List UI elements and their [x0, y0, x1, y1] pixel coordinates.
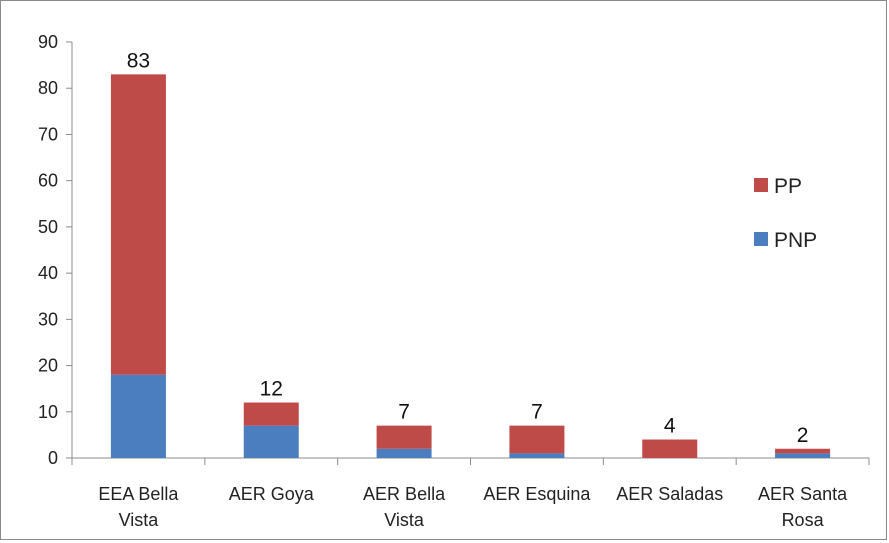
- bar-segment-pp: [376, 425, 432, 449]
- legend-swatch-pnp: [754, 232, 768, 246]
- x-category-label: Vista: [384, 510, 425, 530]
- x-category-label: Rosa: [782, 510, 825, 530]
- y-tick-label: 30: [38, 309, 58, 329]
- bar-segment-pnp: [243, 425, 299, 458]
- legend-swatch-pp: [754, 178, 768, 192]
- x-category-label: AER Goya: [229, 484, 315, 504]
- bar-segment-pnp: [376, 448, 432, 458]
- x-category-label: AER Esquina: [483, 484, 591, 504]
- y-tick-label: 70: [38, 124, 58, 144]
- bar-segment-pp: [642, 439, 698, 458]
- y-tick-label: 20: [38, 356, 58, 376]
- bar-segment-pnp: [509, 453, 565, 458]
- total-data-label: 2: [797, 424, 809, 447]
- x-category-label: AER Santa: [758, 484, 848, 504]
- x-category-label: EEA Bella: [98, 484, 179, 504]
- x-category-label: AER Saladas: [616, 484, 723, 504]
- y-tick-label: 50: [38, 217, 58, 237]
- total-data-label: 83: [127, 49, 150, 72]
- total-data-label: 7: [398, 401, 410, 424]
- y-tick-label: 40: [38, 263, 58, 283]
- legend-label-pnp: PNP: [774, 229, 817, 252]
- y-tick-label: 10: [38, 402, 58, 422]
- legend-label-pp: PP: [774, 175, 802, 198]
- y-tick-label: 0: [48, 448, 58, 468]
- total-data-label: 4: [664, 415, 676, 438]
- bar-segment-pp: [243, 402, 299, 426]
- bar-segment-pp: [110, 74, 166, 375]
- total-data-label: 12: [260, 378, 283, 401]
- x-category-label: AER Bella: [363, 484, 446, 504]
- y-tick-label: 90: [38, 32, 58, 52]
- bar-segment-pnp: [775, 453, 831, 458]
- bar-segment-pp: [775, 448, 831, 454]
- x-category-label: Vista: [119, 510, 160, 530]
- y-tick-label: 80: [38, 78, 58, 98]
- bar-segment-pnp: [110, 374, 166, 458]
- y-tick-label: 60: [38, 171, 58, 191]
- total-data-label: 7: [531, 401, 543, 424]
- bar-segment-pp: [509, 425, 565, 454]
